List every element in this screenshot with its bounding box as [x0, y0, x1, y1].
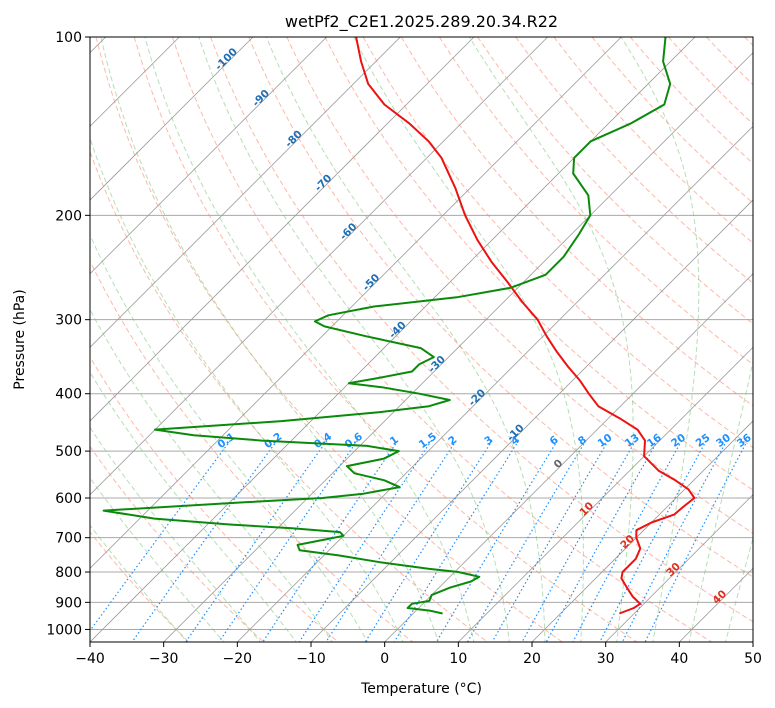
isotherm-line [531, 420, 753, 642]
y-tick-label: 500 [55, 444, 82, 460]
x-axis-label: Temperature (°C) [360, 681, 482, 697]
moist-adiabat-line [90, 233, 369, 642]
dry-adiabat-line [210, 37, 753, 623]
isotherm-line [457, 346, 753, 642]
mixing-ratio-line [131, 440, 278, 642]
y-tick-label: 800 [55, 565, 82, 581]
dry-adiabat-line [171, 37, 713, 642]
moist-adiabat-line [100, 37, 440, 642]
isotherm-line [310, 199, 753, 642]
plot-area: 0.1 0.2 0.4 0.6 1 1.5 2 3 4 6 8 10 13 16 20 25 30 3610203… [90, 37, 753, 642]
x-tick-label: −20 [223, 651, 253, 667]
mixing-ratio-line [521, 440, 637, 642]
y-tick-label: 700 [55, 531, 82, 547]
dewpoint-profile [102, 37, 672, 615]
moist-adiabat-line [90, 426, 261, 642]
mixing-ratio-line [262, 440, 399, 642]
dry-adiabat-line [90, 259, 414, 642]
dry-adiabat-line [95, 37, 564, 642]
moist-adiabat-line [353, 37, 584, 642]
dry-adiabat-line [90, 445, 265, 642]
dry-adiabat-line [90, 150, 489, 642]
y-tick-label: 300 [55, 313, 82, 329]
y-tick-label: 900 [55, 595, 82, 611]
isotherm-line [90, 37, 622, 569]
moist-adiabat-line [144, 37, 475, 642]
dry-adiabat-line [248, 37, 753, 578]
y-tick-label: 400 [55, 387, 82, 403]
isotherm-line [236, 125, 753, 642]
x-tick-label: 30 [597, 651, 615, 667]
isotherm-line [384, 273, 753, 642]
isotherm-line [90, 37, 475, 422]
dry-adiabat-line [324, 37, 753, 491]
x-axis-ticks: −40 −30 −20 −10 0 10 20 30 40 50 [75, 642, 762, 667]
mixing-ratio-line [435, 440, 558, 642]
isotherm-line [163, 52, 753, 642]
isotherm-line [90, 37, 254, 201]
moist-adiabat-line [725, 536, 753, 642]
moist-adiabat-line [620, 37, 700, 642]
moist-adiabat-line [468, 37, 634, 642]
x-tick-label: −40 [75, 651, 105, 667]
y-axis-label: Pressure (hPa) [12, 289, 28, 389]
y-tick-label: 200 [55, 208, 82, 224]
moist-adiabat-line [90, 371, 297, 642]
moist-adiabat-line [688, 358, 753, 642]
plot-frame [89, 36, 754, 643]
mixing-ratio-line [545, 440, 659, 642]
x-tick-label: 50 [744, 651, 762, 667]
dry-adiabat-line [90, 356, 339, 642]
chart-title: wetPf2_C2E1.2025.289.20.34.R22 [285, 12, 558, 32]
moist-adiabat-line [198, 37, 510, 642]
mixing-ratio-line [185, 440, 328, 642]
isotherm-line [90, 37, 327, 275]
moist-adiabat-line [90, 308, 333, 642]
x-tick-label: 40 [670, 651, 688, 667]
mixing-ratio-line [364, 440, 493, 642]
moist-adiabat-line [90, 477, 225, 642]
mixing-ratio-line [466, 440, 587, 642]
moist-adiabat-line [265, 37, 546, 642]
x-tick-label: −10 [296, 651, 326, 667]
y-tick-label: 600 [55, 491, 82, 507]
x-tick-label: −30 [149, 651, 179, 667]
x-tick-label: 20 [523, 651, 541, 667]
mixing-ratio-line [491, 440, 609, 642]
y-tick-label: 100 [55, 30, 82, 46]
isotherm-line [90, 37, 548, 496]
mixing-ratio-line [644, 440, 748, 642]
isotherm-lines [90, 37, 753, 642]
moist-adiabat-lines [90, 37, 753, 642]
y-axis-ticks: 100 200 300 400 500 600 700 800 900 1000 [46, 30, 90, 638]
moist-adiabat-line [90, 136, 404, 642]
dry-adiabat-line [133, 37, 638, 642]
y-tick-label: 1000 [46, 622, 82, 638]
x-tick-label: 10 [449, 651, 467, 667]
dry-adiabat-lines [90, 37, 753, 642]
temperature-profile [355, 37, 696, 615]
mixing-ratio-line [621, 440, 728, 642]
isotherm-line [605, 494, 753, 642]
sounding-profiles [102, 37, 696, 615]
x-tick-label: 0 [380, 651, 389, 667]
